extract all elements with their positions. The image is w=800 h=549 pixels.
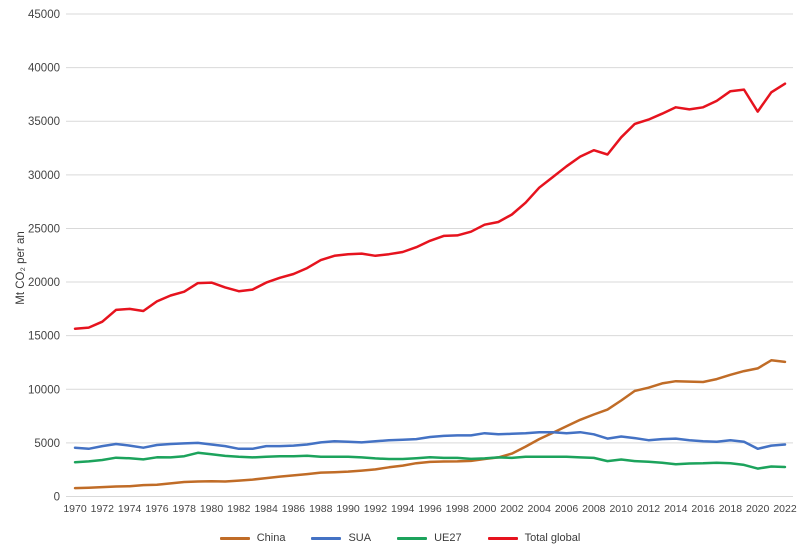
legend-label-total-global: Total global bbox=[524, 532, 581, 544]
x-tick-label-2018: 2018 bbox=[719, 503, 743, 515]
series-line-sua bbox=[73, 430, 787, 451]
y-axis-title: Mt CO₂ per an bbox=[15, 231, 27, 305]
legend-swatch-total-global bbox=[487, 537, 518, 540]
legend-swatch-sua bbox=[311, 537, 342, 540]
y-tick-label-5000: 5000 bbox=[34, 438, 60, 450]
x-tick-label-1970: 1970 bbox=[63, 503, 87, 515]
legend-item-total-global: Total global bbox=[487, 532, 581, 544]
x-tick-label-2004: 2004 bbox=[528, 503, 552, 515]
x-tick-label-2002: 2002 bbox=[500, 503, 524, 515]
y-tick-label-35000: 35000 bbox=[28, 116, 60, 128]
x-tick-label-2000: 2000 bbox=[473, 503, 497, 515]
x-tick-label-1982: 1982 bbox=[227, 503, 251, 515]
series-line-china bbox=[73, 359, 787, 490]
x-tick-label-1988: 1988 bbox=[309, 503, 333, 515]
legend-swatch-china bbox=[219, 537, 250, 540]
x-tick-label-1980: 1980 bbox=[200, 503, 224, 515]
x-tick-label-2010: 2010 bbox=[609, 503, 633, 515]
x-tick-label-2008: 2008 bbox=[582, 503, 606, 515]
series-line-ue27 bbox=[73, 451, 787, 470]
legend-item-sua: SUA bbox=[311, 533, 371, 544]
y-tick-label-45000: 45000 bbox=[28, 9, 60, 21]
x-tick-label-2020: 2020 bbox=[746, 503, 770, 515]
legend-label-sua: SUA bbox=[348, 532, 372, 544]
legend-item-ue27: UE27 bbox=[397, 533, 462, 544]
legend: China SUA UE27 Total global bbox=[0, 533, 800, 544]
x-tick-label-1972: 1972 bbox=[91, 503, 115, 515]
y-tick-label-30000: 30000 bbox=[28, 170, 60, 182]
legend-label-china: China bbox=[256, 532, 286, 544]
x-tick-label-2016: 2016 bbox=[691, 503, 715, 515]
legend-swatch-ue27 bbox=[397, 537, 428, 540]
y-tick-label-40000: 40000 bbox=[28, 63, 60, 75]
y-tick-label-15000: 15000 bbox=[28, 331, 60, 343]
x-tick-label-1984: 1984 bbox=[254, 503, 278, 515]
x-tick-label-1986: 1986 bbox=[282, 503, 306, 515]
legend-item-china: China bbox=[219, 532, 286, 544]
x-tick-label-1978: 1978 bbox=[173, 503, 197, 515]
x-tick-label-2014: 2014 bbox=[664, 503, 688, 515]
y-tick-label-10000: 10000 bbox=[28, 384, 60, 396]
x-tick-label-1994: 1994 bbox=[391, 503, 415, 515]
y-tick-label-0: 0 bbox=[54, 492, 60, 504]
series-line-total-global bbox=[73, 82, 787, 330]
x-tick-label-1990: 1990 bbox=[336, 503, 360, 515]
x-tick-label-1996: 1996 bbox=[418, 503, 442, 515]
x-tick-label-2012: 2012 bbox=[637, 503, 661, 515]
x-tick-label-2022: 2022 bbox=[773, 503, 797, 515]
x-tick-label-1992: 1992 bbox=[364, 503, 388, 515]
x-tick-label-1976: 1976 bbox=[145, 503, 169, 515]
x-tick-label-1998: 1998 bbox=[446, 503, 470, 515]
x-tick-label-1974: 1974 bbox=[118, 503, 142, 515]
x-tick-label-2006: 2006 bbox=[555, 503, 579, 515]
y-tick-label-25000: 25000 bbox=[28, 223, 60, 235]
legend-label-ue27: UE27 bbox=[434, 532, 462, 544]
y-tick-label-20000: 20000 bbox=[28, 277, 60, 289]
